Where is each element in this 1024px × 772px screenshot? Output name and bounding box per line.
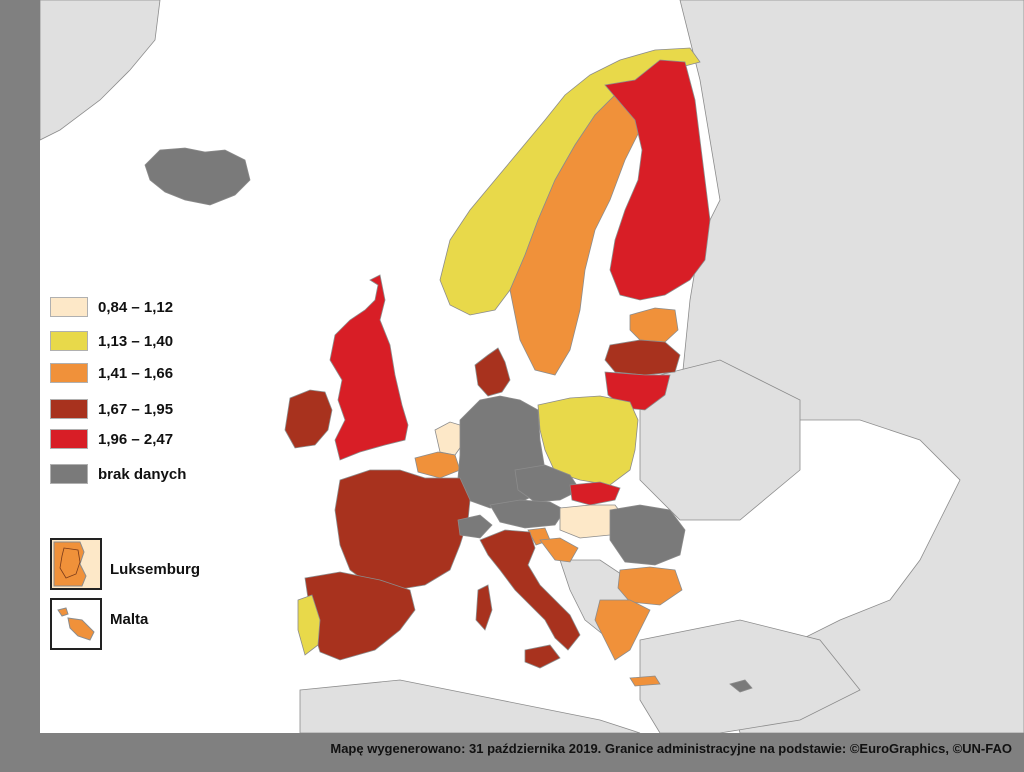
italy	[479, 529, 581, 651]
legend-swatch-3	[50, 363, 88, 383]
poland	[537, 395, 639, 486]
bulgaria	[617, 566, 683, 606]
belgium	[414, 451, 461, 479]
czechia	[514, 464, 581, 503]
cyprus	[729, 679, 753, 693]
north-africa-land	[299, 679, 641, 733]
legend-label-2: 1,13 – 1,40	[98, 332, 174, 350]
legend-label-1: 0,84 – 1,12	[98, 298, 174, 316]
legend-item-1: 0,84 – 1,12	[50, 296, 173, 318]
sweden	[509, 89, 641, 376]
romania	[609, 504, 686, 566]
estonia	[629, 307, 679, 343]
sardinia	[475, 584, 493, 631]
legend-swatch-4	[50, 399, 88, 419]
denmark	[474, 347, 511, 397]
croatia	[539, 537, 579, 563]
switzerland	[457, 514, 493, 539]
netherlands	[434, 421, 463, 456]
luxembourg-inset-map	[52, 540, 100, 588]
united-kingdom	[329, 274, 409, 461]
greece	[594, 599, 651, 661]
iceland	[144, 147, 251, 206]
legend-label-6: brak danych	[98, 465, 187, 483]
legend-item-6: brak danych	[50, 463, 186, 485]
slovakia	[569, 481, 621, 506]
legend-label-3: 1,41 – 1,66	[98, 364, 174, 382]
legend-label-4: 1,67 – 1,95	[98, 400, 174, 418]
legend-item-3: 1,41 – 1,66	[50, 362, 173, 384]
latvia	[604, 339, 681, 376]
ukraine-belarus-land	[639, 359, 801, 521]
legend-label-5: 1,96 – 2,47	[98, 430, 174, 448]
legend-item-2: 1,13 – 1,40	[50, 330, 173, 352]
finland	[604, 59, 711, 301]
non-eu-land	[40, 0, 1024, 733]
malta-inset	[50, 598, 102, 650]
legend-swatch-5	[50, 429, 88, 449]
legend-swatch-2	[50, 331, 88, 351]
ireland	[284, 389, 333, 449]
map-footer-credit: Mapę wygenerowano: 31 października 2019.…	[330, 741, 1012, 756]
malta-label: Malta	[110, 611, 149, 628]
crete	[629, 675, 661, 687]
legend-item-4: 1,67 – 1,95	[50, 398, 173, 420]
map-frame: 0,84 – 1,12 1,13 – 1,40 1,41 – 1,66 1,67…	[40, 0, 1024, 733]
greenland-land	[40, 0, 161, 141]
turkey-land	[639, 619, 861, 733]
legend-swatch-6	[50, 464, 88, 484]
legend-item-5: 1,96 – 2,47	[50, 428, 173, 450]
austria	[489, 499, 566, 529]
sicily	[524, 644, 561, 669]
luxembourg-label: Luksemburg	[110, 561, 201, 578]
legend-swatch-1	[50, 297, 88, 317]
france	[334, 469, 471, 591]
malta-inset-map	[57, 607, 95, 641]
luxembourg-inset	[50, 538, 102, 590]
portugal	[297, 594, 321, 656]
map-canvas	[40, 0, 1024, 733]
